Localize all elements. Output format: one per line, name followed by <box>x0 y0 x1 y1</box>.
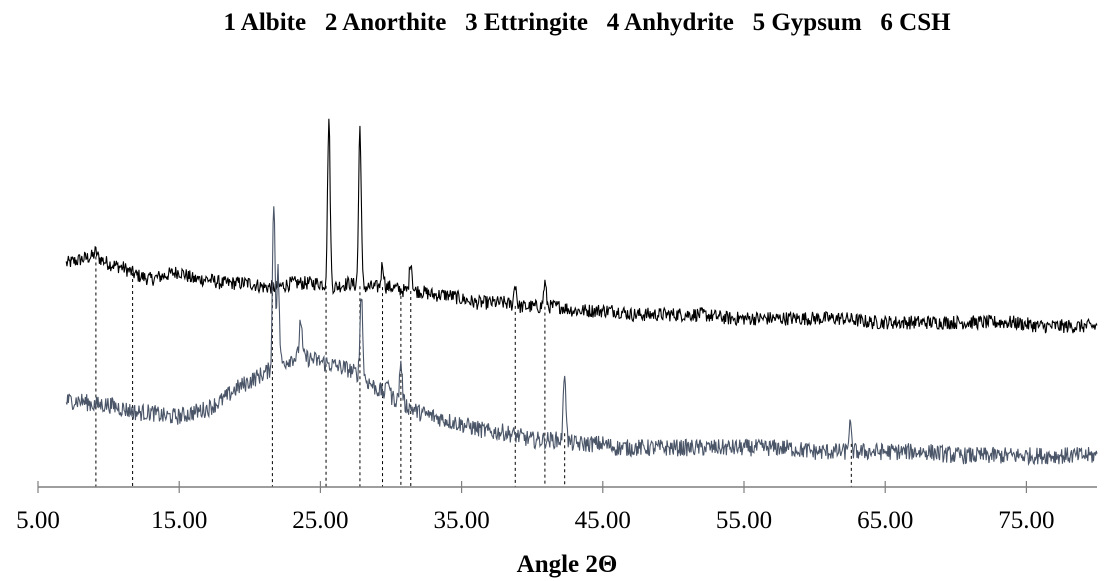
reference-lines <box>95 256 852 487</box>
series-line <box>65 118 1098 334</box>
x-tick-label: 75.00 <box>998 507 1054 534</box>
x-axis-ticks: 5.00 15.00 25.00 35.00 45.00 55.00 65.00 75.00 <box>16 481 1055 534</box>
x-tick-label: 55.00 <box>716 507 772 534</box>
chart-title: 1 Albite 2 Anorthite 3 Ettringite 4 Anhy… <box>223 9 951 36</box>
x-tick-label: 25.00 <box>292 507 348 534</box>
x-tick-label: 15.00 <box>151 507 207 534</box>
x-tick-label: 5.00 <box>16 507 60 534</box>
x-tick-label: 45.00 <box>575 507 631 534</box>
x-axis-label: Angle 2Θ <box>517 551 618 578</box>
x-tick-label: 35.00 <box>433 507 489 534</box>
series-line <box>65 206 1098 467</box>
x-tick-label: 65.00 <box>857 507 913 534</box>
series-layer <box>65 118 1098 467</box>
